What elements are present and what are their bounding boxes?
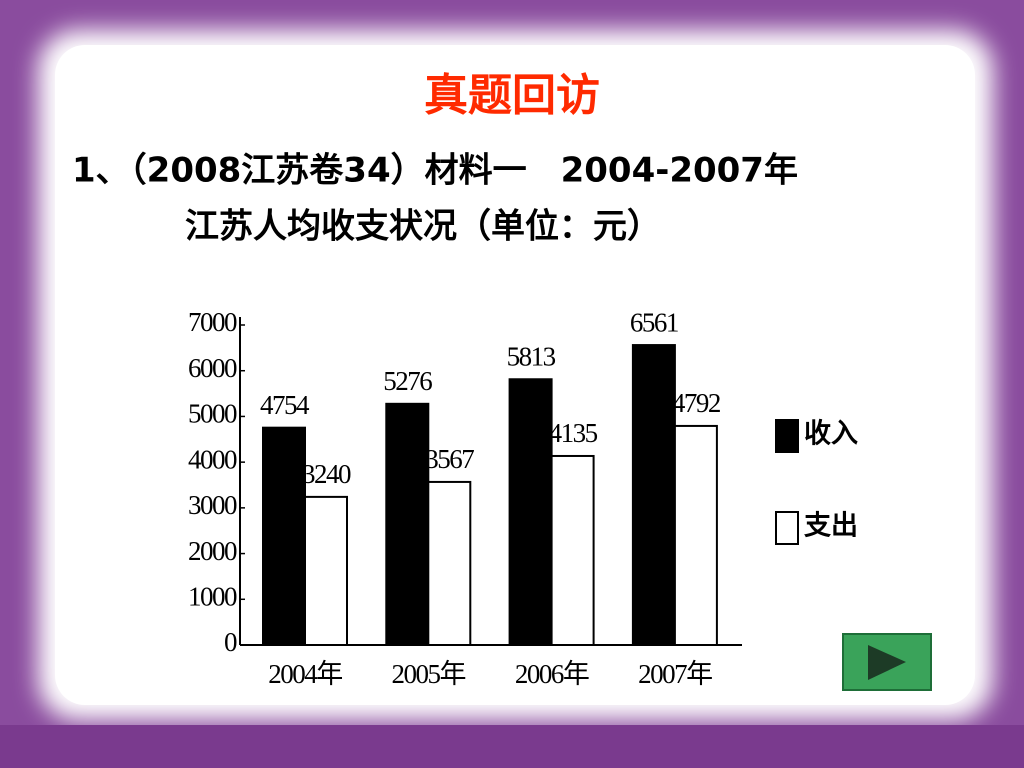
bar bbox=[385, 402, 430, 646]
x-tick-label: 2007年 bbox=[638, 659, 712, 689]
y-tick-label: 7000 bbox=[188, 307, 237, 337]
data-label: 6561 bbox=[630, 307, 678, 337]
next-arrow[interactable] bbox=[868, 645, 906, 680]
bar bbox=[550, 454, 595, 646]
x-tick-label: 2006年 bbox=[515, 659, 589, 689]
bar bbox=[262, 426, 306, 646]
data-label: 3240 bbox=[302, 459, 351, 489]
chart: 0 1000 2000 3000 4000 5000 6000 7000 2004年 4754 32… bbox=[188, 307, 858, 689]
y-tick-label: 5000 bbox=[188, 399, 237, 429]
data-label: 5276 bbox=[383, 366, 432, 396]
y-tick-label: 3000 bbox=[188, 490, 237, 520]
data-label: 4135 bbox=[549, 418, 598, 448]
title: 真题回访 bbox=[424, 70, 600, 121]
bar bbox=[631, 344, 676, 646]
y-tick-label: 2000 bbox=[188, 536, 237, 566]
subtitle-line: 江苏人均收支状况（单位：元） bbox=[185, 207, 661, 247]
bottom-strip bbox=[0, 725, 1024, 768]
legend-swatch bbox=[775, 511, 799, 545]
legend-swatch bbox=[775, 419, 799, 453]
bar bbox=[427, 480, 472, 646]
x-tick-label: 2004年 bbox=[268, 659, 342, 689]
legend-label: 支出 bbox=[804, 511, 858, 542]
data-label: 5813 bbox=[507, 341, 556, 371]
y-tick-label: 0 bbox=[224, 627, 237, 657]
y-tick-label: 1000 bbox=[188, 581, 237, 611]
bar bbox=[508, 378, 553, 646]
legend-label: 收入 bbox=[804, 419, 858, 450]
bar bbox=[673, 424, 718, 646]
data-label: 3567 bbox=[425, 444, 474, 474]
x-tick-label: 2005年 bbox=[392, 659, 466, 689]
y-tick-label: 4000 bbox=[188, 444, 237, 474]
data-label: 4792 bbox=[672, 388, 721, 418]
data-label: 4754 bbox=[260, 390, 310, 420]
subtitle-line: 1、（2008江苏卷34）材料一 2004-2007年 bbox=[72, 151, 798, 191]
y-tick-label: 6000 bbox=[188, 353, 237, 383]
bar bbox=[304, 495, 348, 646]
